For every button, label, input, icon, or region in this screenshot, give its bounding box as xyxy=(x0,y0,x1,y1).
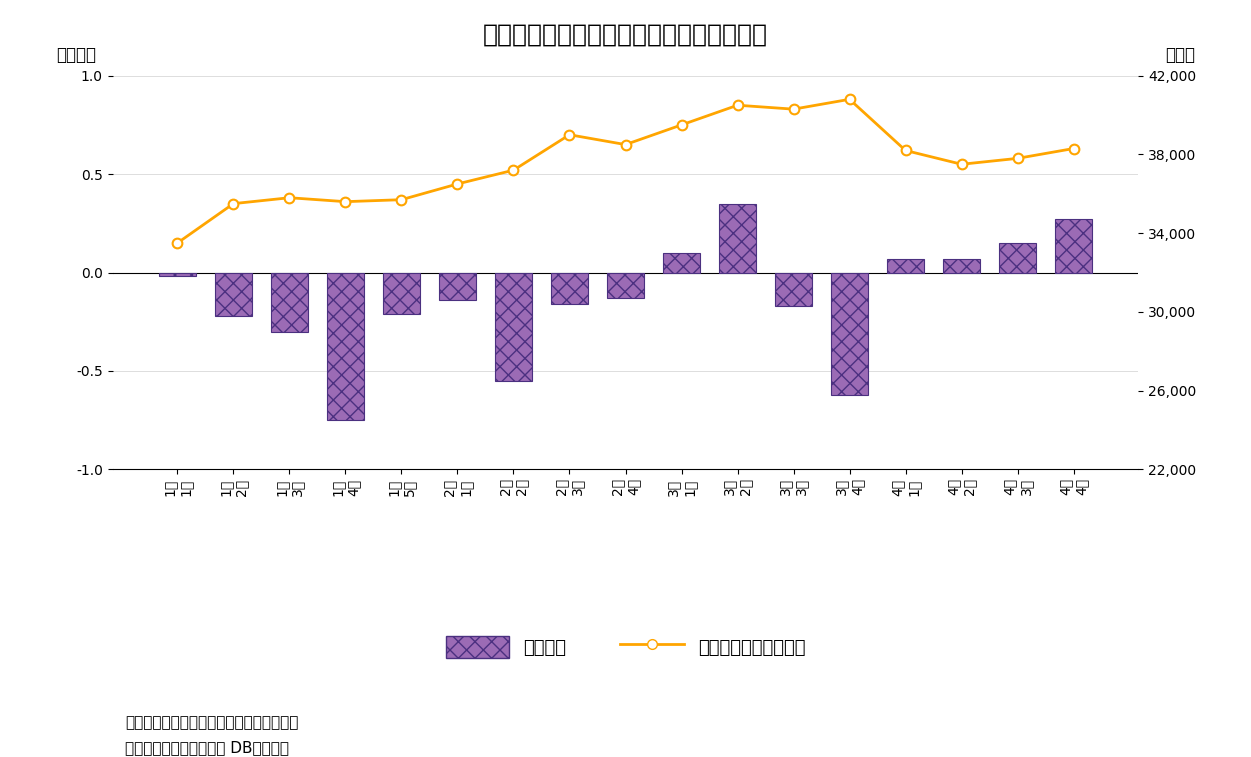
Text: （注）信託銀行の現物と先物の合計、週次: （注）信託銀行の現物と先物の合計、週次 xyxy=(125,715,299,731)
Text: （円）: （円） xyxy=(1165,46,1195,64)
Bar xyxy=(887,259,923,273)
Bar xyxy=(719,204,756,273)
Bar xyxy=(495,273,532,381)
Bar xyxy=(271,273,308,332)
Text: （資料）ニッセイ基礎研 DBから作成: （資料）ニッセイ基礎研 DBから作成 xyxy=(125,740,289,755)
Bar xyxy=(159,273,195,276)
Bar xyxy=(328,273,364,420)
Bar xyxy=(439,273,475,300)
Bar xyxy=(943,259,980,273)
Text: （兆円）: （兆円） xyxy=(56,46,96,64)
Bar xyxy=(215,273,251,316)
Bar xyxy=(552,273,588,304)
Bar xyxy=(1000,243,1036,273)
Bar xyxy=(776,273,812,306)
Bar xyxy=(607,273,644,298)
Bar xyxy=(383,273,419,314)
Legend: 信託銀行, 日経平均株価（右軸）: 信託銀行, 日経平均株価（右軸） xyxy=(438,628,813,665)
Bar xyxy=(1056,220,1092,273)
Bar xyxy=(663,253,699,273)
Text: 図表５　信託銀行は５カ月連続の売り越し: 図表５ 信託銀行は５カ月連続の売り越し xyxy=(483,23,768,47)
Bar xyxy=(832,273,868,394)
